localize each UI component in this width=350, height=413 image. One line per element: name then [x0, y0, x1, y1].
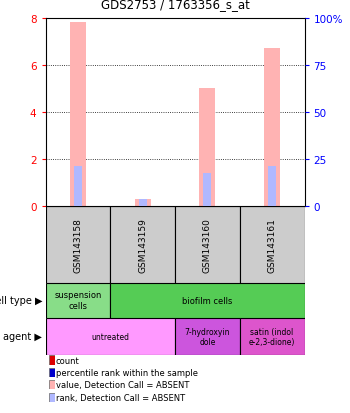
- Bar: [46, 318, 175, 355]
- Bar: [175, 318, 240, 355]
- Bar: [110, 283, 304, 318]
- Bar: [199, 89, 216, 206]
- Text: biofilm cells: biofilm cells: [182, 296, 232, 305]
- Text: GSM143159: GSM143159: [138, 217, 147, 272]
- Bar: [240, 206, 304, 283]
- Text: percentile rank within the sample: percentile rank within the sample: [56, 368, 198, 377]
- Text: untreated: untreated: [91, 332, 129, 341]
- Text: suspension
cells: suspension cells: [54, 291, 102, 310]
- Text: GSM143158: GSM143158: [74, 217, 82, 272]
- Bar: [268, 166, 276, 206]
- Text: agent ▶: agent ▶: [3, 332, 42, 342]
- Text: GSM143161: GSM143161: [268, 217, 276, 272]
- Bar: [175, 206, 240, 283]
- Text: GSM143160: GSM143160: [203, 217, 212, 272]
- Bar: [240, 318, 304, 355]
- Text: value, Detection Call = ABSENT: value, Detection Call = ABSENT: [56, 380, 189, 389]
- Bar: [46, 206, 110, 283]
- Text: rank, Detection Call = ABSENT: rank, Detection Call = ABSENT: [56, 393, 185, 402]
- Bar: [139, 199, 147, 206]
- Bar: [110, 206, 175, 283]
- Text: cell type ▶: cell type ▶: [0, 295, 42, 306]
- Text: GDS2753 / 1763356_s_at: GDS2753 / 1763356_s_at: [100, 0, 250, 11]
- Bar: [74, 166, 82, 206]
- Text: 7-hydroxyin
dole: 7-hydroxyin dole: [185, 327, 230, 346]
- Text: satin (indol
e-2,3-dione): satin (indol e-2,3-dione): [249, 327, 295, 346]
- Bar: [70, 23, 86, 206]
- Bar: [46, 283, 110, 318]
- Bar: [203, 173, 211, 206]
- Bar: [264, 49, 280, 206]
- Text: count: count: [56, 356, 80, 365]
- Bar: [134, 199, 151, 206]
